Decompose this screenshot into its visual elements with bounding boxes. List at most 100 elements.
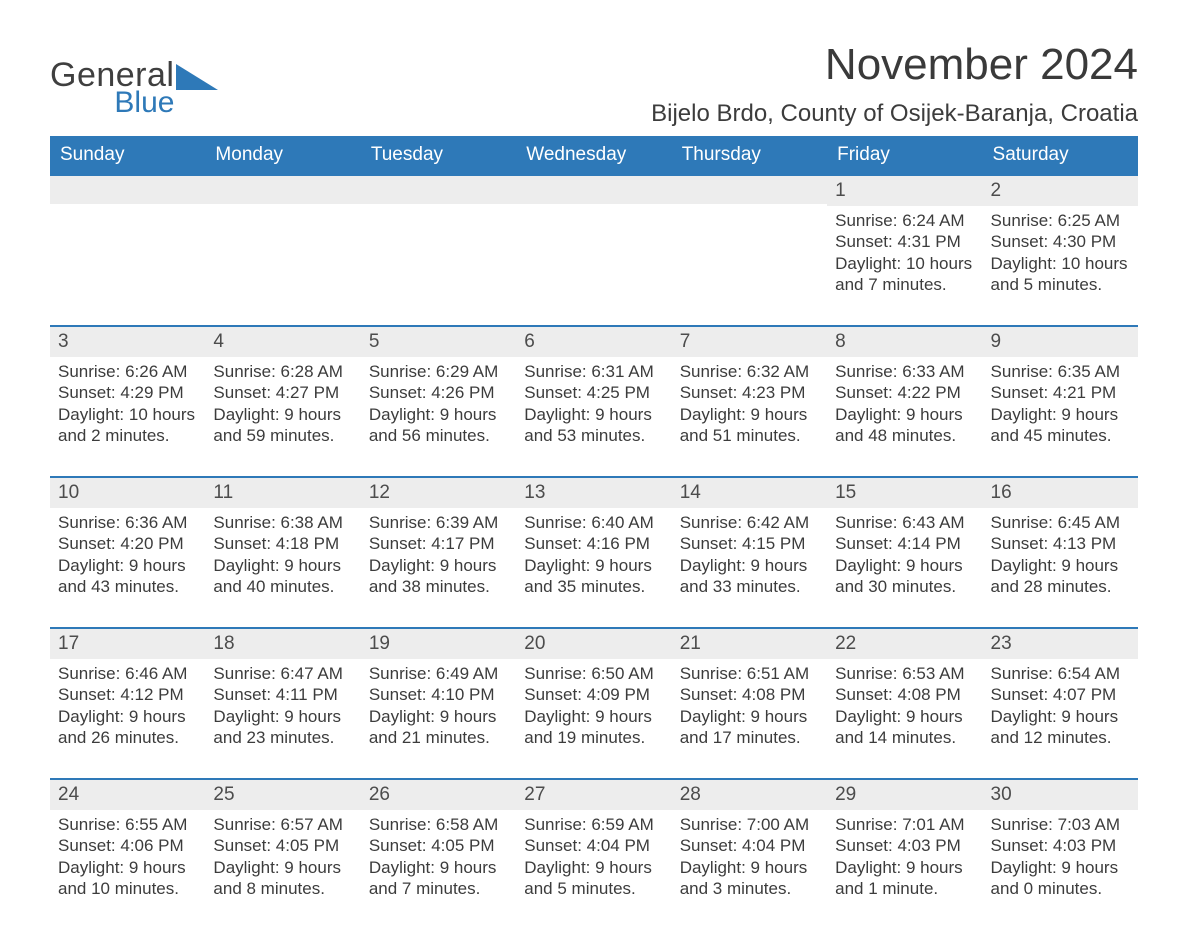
sunset-line: Sunset: 4:29 PM <box>58 382 197 403</box>
day-number: 22 <box>827 629 982 659</box>
week-row: 10Sunrise: 6:36 AMSunset: 4:20 PMDayligh… <box>50 476 1138 601</box>
day-number: 4 <box>205 327 360 357</box>
day-number: 23 <box>983 629 1138 659</box>
dow-monday: Monday <box>205 136 360 176</box>
day-number: 3 <box>50 327 205 357</box>
week-row: 1Sunrise: 6:24 AMSunset: 4:31 PMDaylight… <box>50 176 1138 299</box>
sunrise-line: Sunrise: 6:29 AM <box>369 361 508 382</box>
daylight-line-1: Daylight: 9 hours <box>58 706 197 727</box>
day-number-empty <box>672 176 827 204</box>
sunrise-line: Sunrise: 7:03 AM <box>991 814 1130 835</box>
daylight-line-1: Daylight: 9 hours <box>991 404 1130 425</box>
title-block: November 2024 Bijelo Brdo, County of Osi… <box>651 40 1138 128</box>
dow-friday: Friday <box>827 136 982 176</box>
sunset-line: Sunset: 4:13 PM <box>991 533 1130 554</box>
sunrise-line: Sunrise: 6:54 AM <box>991 663 1130 684</box>
day-number: 30 <box>983 780 1138 810</box>
day-cell: 6Sunrise: 6:31 AMSunset: 4:25 PMDaylight… <box>516 327 671 450</box>
brand-text: General Blue <box>50 58 174 118</box>
daylight-line-2: and 10 minutes. <box>58 878 197 899</box>
day-number: 28 <box>672 780 827 810</box>
sunset-line: Sunset: 4:27 PM <box>213 382 352 403</box>
day-number: 6 <box>516 327 671 357</box>
daylight-line-1: Daylight: 10 hours <box>835 253 974 274</box>
daylight-line-1: Daylight: 9 hours <box>213 706 352 727</box>
day-body: Sunrise: 6:32 AMSunset: 4:23 PMDaylight:… <box>672 357 827 450</box>
daylight-line-1: Daylight: 9 hours <box>991 857 1130 878</box>
sunrise-line: Sunrise: 6:46 AM <box>58 663 197 684</box>
day-cell: 3Sunrise: 6:26 AMSunset: 4:29 PMDaylight… <box>50 327 205 450</box>
dow-wednesday: Wednesday <box>516 136 671 176</box>
sunset-line: Sunset: 4:23 PM <box>680 382 819 403</box>
day-cell: 8Sunrise: 6:33 AMSunset: 4:22 PMDaylight… <box>827 327 982 450</box>
day-cell: 24Sunrise: 6:55 AMSunset: 4:06 PMDayligh… <box>50 780 205 903</box>
daylight-line-2: and 26 minutes. <box>58 727 197 748</box>
day-cell: 19 Sunrise: 6:49 AMSunset: 4:10 PMDayligh… <box>361 629 516 752</box>
day-cell: 7Sunrise: 6:32 AMSunset: 4:23 PMDaylight… <box>672 327 827 450</box>
daylight-line-2: and 48 minutes. <box>835 425 974 446</box>
daylight-line-2: and 23 minutes. <box>213 727 352 748</box>
daylight-line-2: and 17 minutes. <box>680 727 819 748</box>
daylight-line-1: Daylight: 9 hours <box>369 555 508 576</box>
day-number: 16 <box>983 478 1138 508</box>
dow-sunday: Sunday <box>50 136 205 176</box>
sunrise-line: Sunrise: 6:47 AM <box>213 663 352 684</box>
daylight-line-2: and 2 minutes. <box>58 425 197 446</box>
sunrise-line: Sunrise: 6:28 AM <box>213 361 352 382</box>
day-number: 13 <box>516 478 671 508</box>
sunset-line: Sunset: 4:22 PM <box>835 382 974 403</box>
sunset-line: Sunset: 4:10 PM <box>369 684 508 705</box>
daylight-line-1: Daylight: 9 hours <box>369 706 508 727</box>
sunrise-line: Sunrise: 6:49 AM <box>369 663 508 684</box>
day-cell <box>205 176 360 299</box>
day-body: Sunrise: 6:33 AMSunset: 4:22 PMDaylight:… <box>827 357 982 450</box>
sunset-line: Sunset: 4:09 PM <box>524 684 663 705</box>
daylight-line-2: and 51 minutes. <box>680 425 819 446</box>
day-body: Sunrise: 6:24 AMSunset: 4:31 PMDaylight:… <box>827 206 982 299</box>
day-body: Sunrise: 6:43 AMSunset: 4:14 PMDaylight:… <box>827 508 982 601</box>
day-body: Sunrise: 6:39 AMSunset: 4:17 PMDaylight:… <box>361 508 516 601</box>
sunrise-line: Sunrise: 6:25 AM <box>991 210 1130 231</box>
sunset-line: Sunset: 4:15 PM <box>680 533 819 554</box>
day-of-week-header: Sunday Monday Tuesday Wednesday Thursday… <box>50 136 1138 176</box>
day-body: Sunrise: 6:42 AMSunset: 4:15 PMDaylight:… <box>672 508 827 601</box>
daylight-line-2: and 7 minutes. <box>835 274 974 295</box>
day-cell: 21Sunrise: 6:51 AMSunset: 4:08 PMDayligh… <box>672 629 827 752</box>
day-number: 1 <box>827 176 982 206</box>
day-number-empty <box>361 176 516 204</box>
day-body: Sunrise: 6:38 AMSunset: 4:18 PMDaylight:… <box>205 508 360 601</box>
daylight-line-2: and 14 minutes. <box>835 727 974 748</box>
daylight-line-2: and 19 minutes. <box>524 727 663 748</box>
week-row: 24Sunrise: 6:55 AMSunset: 4:06 PMDayligh… <box>50 778 1138 903</box>
week-row: 17Sunrise: 6:46 AMSunset: 4:12 PMDayligh… <box>50 627 1138 752</box>
day-cell: 29Sunrise: 7:01 AMSunset: 4:03 PMDayligh… <box>827 780 982 903</box>
daylight-line-2: and 38 minutes. <box>369 576 508 597</box>
day-body: Sunrise: 6:31 AMSunset: 4:25 PMDaylight:… <box>516 357 671 450</box>
day-cell: 11Sunrise: 6:38 AMSunset: 4:18 PMDayligh… <box>205 478 360 601</box>
day-number: 19 <box>361 629 516 659</box>
daylight-line-1: Daylight: 9 hours <box>524 857 663 878</box>
brand-logo: General Blue <box>50 40 218 118</box>
daylight-line-2: and 28 minutes. <box>991 576 1130 597</box>
day-cell: 16Sunrise: 6:45 AMSunset: 4:13 PMDayligh… <box>983 478 1138 601</box>
daylight-line-1: Daylight: 9 hours <box>991 555 1130 576</box>
daylight-line-1: Daylight: 9 hours <box>835 706 974 727</box>
sunrise-line: Sunrise: 6:59 AM <box>524 814 663 835</box>
sunset-line: Sunset: 4:20 PM <box>58 533 197 554</box>
day-body: Sunrise: 7:01 AMSunset: 4:03 PMDaylight:… <box>827 810 982 903</box>
day-body: Sunrise: 6:46 AMSunset: 4:12 PMDaylight:… <box>50 659 205 752</box>
sunset-line: Sunset: 4:05 PM <box>213 835 352 856</box>
day-body: Sunrise: 6:26 AMSunset: 4:29 PMDaylight:… <box>50 357 205 450</box>
daylight-line-1: Daylight: 9 hours <box>680 857 819 878</box>
day-body: Sunrise: 7:03 AMSunset: 4:03 PMDaylight:… <box>983 810 1138 903</box>
sunrise-line: Sunrise: 6:31 AM <box>524 361 663 382</box>
sunset-line: Sunset: 4:12 PM <box>58 684 197 705</box>
day-cell: 12Sunrise: 6:39 AMSunset: 4:17 PMDayligh… <box>361 478 516 601</box>
daylight-line-1: Daylight: 9 hours <box>680 706 819 727</box>
sunrise-line: Sunrise: 6:33 AM <box>835 361 974 382</box>
week-row: 3Sunrise: 6:26 AMSunset: 4:29 PMDaylight… <box>50 325 1138 450</box>
day-cell: 2Sunrise: 6:25 AMSunset: 4:30 PMDaylight… <box>983 176 1138 299</box>
daylight-line-2: and 40 minutes. <box>213 576 352 597</box>
daylight-line-1: Daylight: 9 hours <box>991 706 1130 727</box>
day-cell: 14Sunrise: 6:42 AMSunset: 4:15 PMDayligh… <box>672 478 827 601</box>
